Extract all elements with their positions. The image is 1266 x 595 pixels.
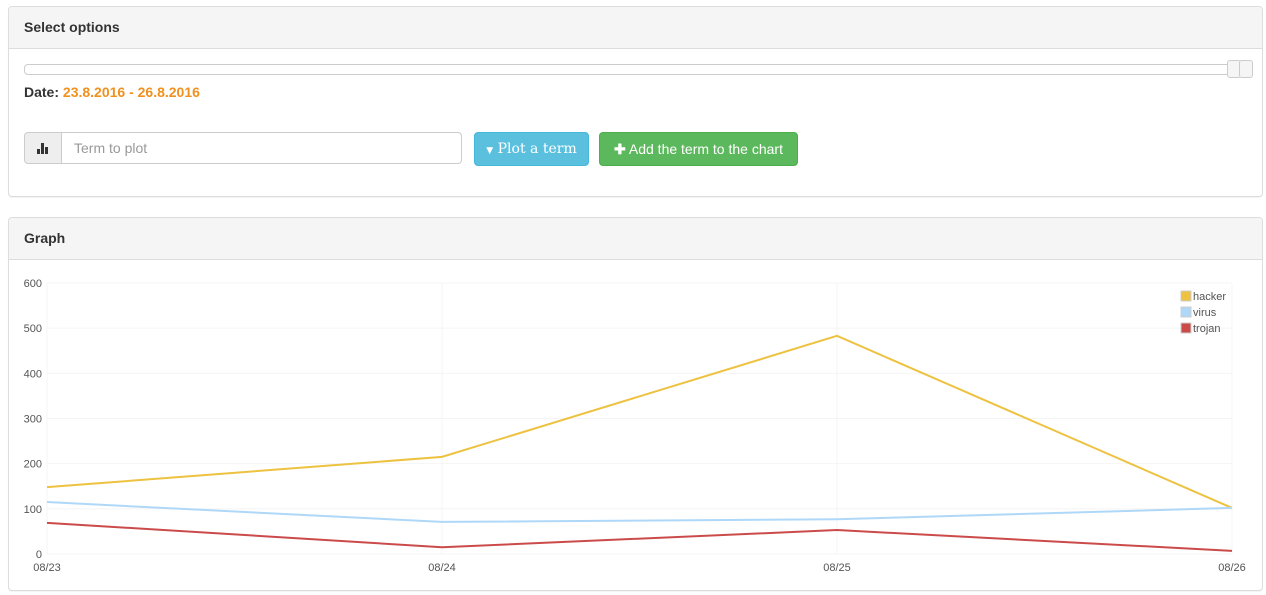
x-tick-label: 08/25 <box>823 562 851 574</box>
legend-label-trojan: trojan <box>1193 323 1221 335</box>
date-label: Date: <box>24 84 60 100</box>
graph-panel: Graph 0 100 200 300 400 500 600 08/23 08/24 08/25… <box>8 217 1263 591</box>
plus-icon: ✚ <box>614 141 626 157</box>
date-range-slider[interactable] <box>24 60 1253 78</box>
add-term-label: Add the term to the chart <box>628 141 783 157</box>
series-line-virus <box>46 501 1233 523</box>
legend-label-virus: virus <box>1193 307 1217 319</box>
x-tick-label: 08/26 <box>1218 562 1246 574</box>
caret-down-icon: ▼ <box>486 146 494 156</box>
line-chart: 0 100 200 300 400 500 600 08/23 08/24 08/25 08/26 h… <box>24 278 1246 574</box>
series-line-trojan <box>46 521 1233 552</box>
y-tick-label: 200 <box>24 459 42 471</box>
panel-title: Graph <box>9 218 1262 260</box>
x-tick-label: 08/24 <box>428 562 456 574</box>
y-tick-label: 100 <box>24 504 42 516</box>
legend-swatch-trojan <box>1180 322 1192 334</box>
plot-term-button[interactable]: ▼ Plot a term <box>474 132 589 166</box>
x-tick-label: 08/23 <box>33 562 61 574</box>
legend-label-hacker: hacker <box>1193 291 1226 303</box>
bar-chart-icon <box>24 132 62 164</box>
select-options-panel: Select options Date: 23.8.2016 - 26.8.20… <box>8 6 1263 197</box>
plot-term-label: Plot a term <box>497 141 577 157</box>
series-line-hacker <box>46 334 1233 509</box>
date-display: Date: 23.8.2016 - 26.8.2016 <box>24 84 200 100</box>
slider-handle-end[interactable] <box>1239 60 1253 78</box>
y-tick-label: 400 <box>24 368 42 380</box>
term-input-group <box>24 132 462 164</box>
legend-swatch-hacker <box>1180 290 1192 302</box>
panel-title: Select options <box>9 7 1262 49</box>
term-input[interactable] <box>62 132 462 164</box>
add-term-button[interactable]: ✚ Add the term to the chart <box>599 132 798 166</box>
y-tick-label: 600 <box>24 278 42 290</box>
date-range: 23.8.2016 - 26.8.2016 <box>62 84 200 100</box>
y-tick-label: 500 <box>24 323 42 335</box>
y-tick-label: 300 <box>24 414 42 426</box>
legend-swatch-virus <box>1180 306 1192 318</box>
y-tick-label: 0 <box>36 549 42 561</box>
